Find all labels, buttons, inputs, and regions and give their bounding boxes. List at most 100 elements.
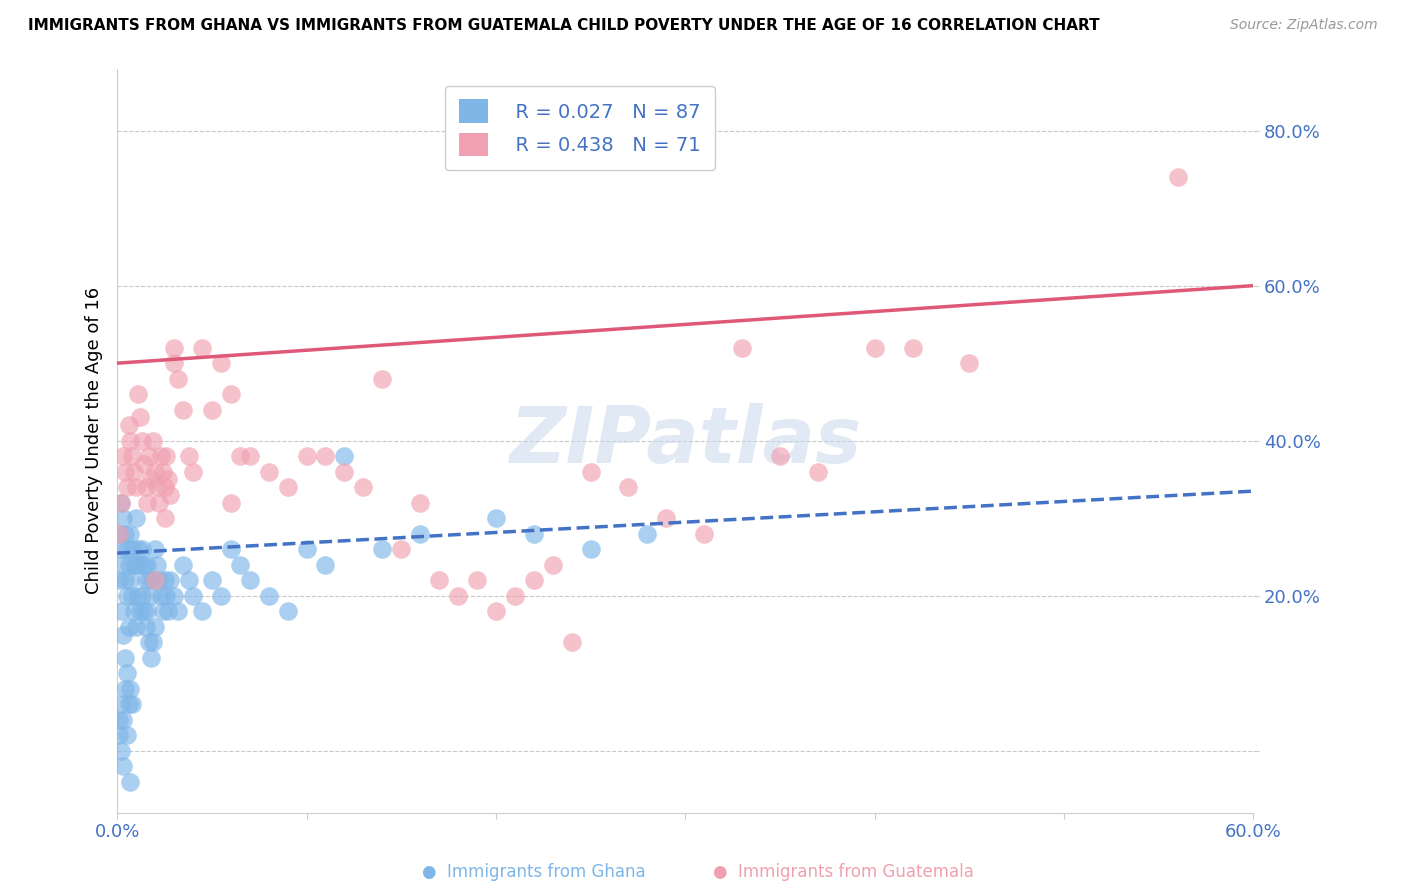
Point [148,496,170,510]
Point [219,496,242,510]
Point [239,449,262,463]
Point [257,465,280,479]
Text: ZIPatlas: ZIPatlas [509,402,862,479]
Point [465,574,488,588]
Point [155,449,177,463]
Point [159,574,181,588]
Point [141,473,163,487]
Point [115,480,138,494]
Point [115,589,138,603]
Point [179,449,201,463]
Point [131,542,153,557]
Point [371,542,394,557]
Point [172,558,194,572]
Point [163,589,186,603]
Point [155,589,177,603]
Point [135,480,157,494]
Point [617,480,640,494]
Point [129,410,152,425]
Point [121,449,143,463]
Point [901,341,924,355]
Point [120,681,142,696]
Point [127,387,149,401]
Point [172,402,194,417]
Point [110,604,132,618]
Point [153,511,176,525]
Point [503,589,526,603]
Point [125,511,148,525]
Point [117,418,139,433]
Point [142,635,165,649]
Point [110,744,132,758]
Point [135,620,157,634]
Point [141,650,163,665]
Point [108,728,131,742]
Point [142,434,165,448]
Point [333,449,356,463]
Point [110,496,132,510]
Point [136,558,159,572]
Point [295,449,318,463]
Point [157,473,180,487]
Point [121,542,143,557]
Point [157,604,180,618]
Point [152,465,174,479]
Text: IMMIGRANTS FROM GHANA VS IMMIGRANTS FROM GUATEMALA CHILD POVERTY UNDER THE AGE O: IMMIGRANTS FROM GHANA VS IMMIGRANTS FROM… [28,18,1099,33]
Point [115,666,138,681]
Point [229,449,252,463]
Point [131,589,153,603]
Point [111,511,134,525]
Point [523,526,546,541]
Point [863,341,886,355]
Point [125,480,148,494]
Point [143,465,166,479]
Point [115,728,138,742]
Point [277,604,299,618]
Point [315,558,337,572]
Point [191,341,214,355]
Point [371,372,394,386]
Legend:   R = 0.027   N = 87,   R = 0.438   N = 71: R = 0.027 N = 87, R = 0.438 N = 71 [446,86,714,170]
Point [655,511,678,525]
Point [409,526,432,541]
Point [138,635,160,649]
Point [127,589,149,603]
Point [120,775,142,789]
Point [277,480,299,494]
Point [111,449,134,463]
Point [163,356,186,370]
Point [201,574,224,588]
Point [807,465,830,479]
Point [115,542,138,557]
Point [295,542,318,557]
Point [731,341,754,355]
Point [132,558,155,572]
Point [579,465,602,479]
Point [389,542,412,557]
Point [159,488,181,502]
Point [125,620,148,634]
Point [114,526,136,541]
Point [138,449,160,463]
Point [122,558,145,572]
Point [117,558,139,572]
Point [409,496,432,510]
Point [129,604,152,618]
Point [108,526,131,541]
Point [523,574,546,588]
Point [179,574,201,588]
Point [163,341,186,355]
Point [120,574,142,588]
Point [110,698,132,712]
Point [447,589,470,603]
Point [138,574,160,588]
Point [239,574,262,588]
Point [111,759,134,773]
Point [219,542,242,557]
Point [352,480,374,494]
Point [111,558,134,572]
Point [146,480,169,494]
Point [110,496,132,510]
Point [122,604,145,618]
Point [110,542,132,557]
